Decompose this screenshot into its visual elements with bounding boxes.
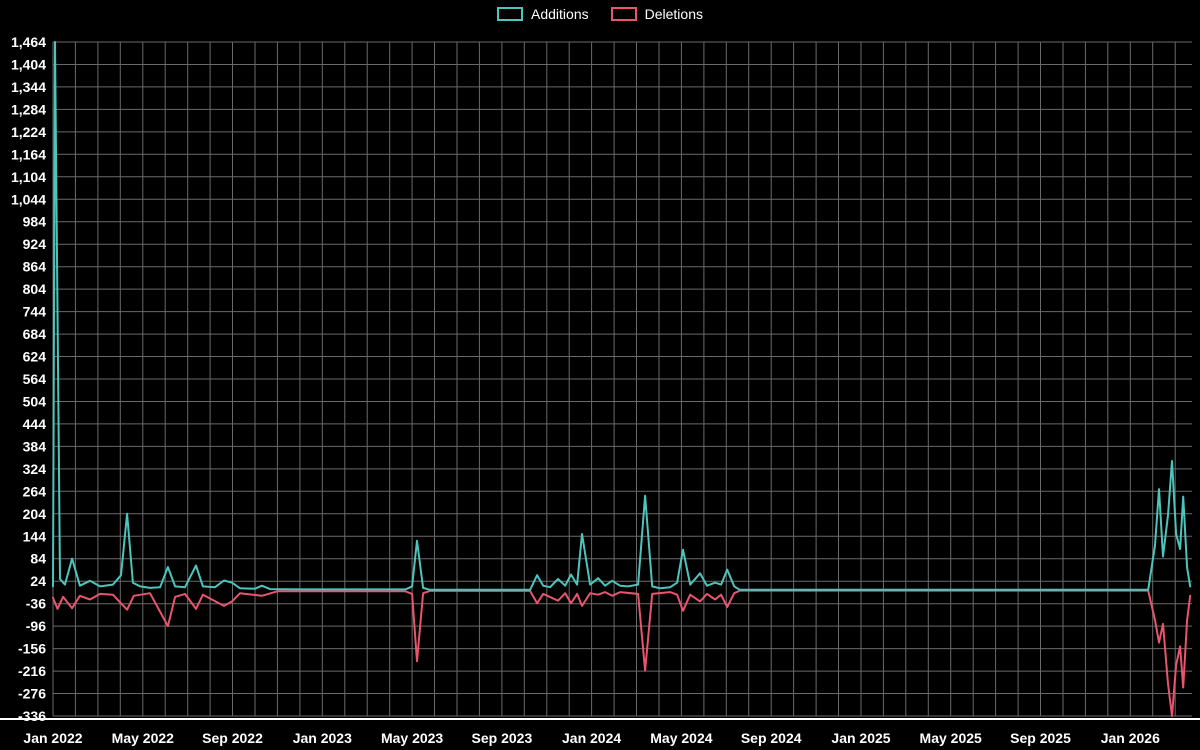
svg-text:264: 264 [23,483,47,499]
svg-text:May 2024: May 2024 [650,730,712,746]
svg-text:1,404: 1,404 [11,57,46,73]
svg-text:May 2023: May 2023 [381,730,443,746]
svg-text:-36: -36 [26,596,46,612]
svg-text:Sep 2025: Sep 2025 [1010,730,1071,746]
svg-text:24: 24 [30,573,46,589]
svg-text:84: 84 [30,551,46,567]
svg-text:924: 924 [23,236,47,252]
svg-text:204: 204 [23,506,47,522]
svg-text:Sep 2024: Sep 2024 [741,730,802,746]
svg-text:624: 624 [23,349,47,365]
svg-text:-156: -156 [18,641,46,657]
svg-text:-336: -336 [18,708,46,724]
svg-text:504: 504 [23,394,47,410]
svg-text:Jan 2024: Jan 2024 [562,730,621,746]
svg-text:144: 144 [23,528,47,544]
svg-text:864: 864 [23,259,47,275]
svg-text:744: 744 [23,304,47,320]
svg-text:984: 984 [23,214,47,230]
additions-swatch-icon [497,7,524,21]
svg-text:324: 324 [23,461,47,477]
svg-text:-216: -216 [18,663,46,679]
svg-text:564: 564 [23,371,47,387]
chart-legend: Additions Deletions [0,6,1200,22]
svg-text:1,044: 1,044 [11,191,46,207]
svg-text:Jan 2023: Jan 2023 [293,730,352,746]
svg-text:Jan 2022: Jan 2022 [23,730,82,746]
svg-text:684: 684 [23,326,47,342]
svg-text:-96: -96 [26,618,46,634]
svg-text:Sep 2022: Sep 2022 [202,730,263,746]
svg-text:May 2022: May 2022 [112,730,174,746]
deletions-swatch-icon [610,7,637,21]
svg-text:Sep 2023: Sep 2023 [472,730,533,746]
svg-text:1,164: 1,164 [11,146,46,162]
svg-text:Jan 2025: Jan 2025 [831,730,890,746]
legend-item-deletions[interactable]: Deletions [610,6,703,22]
svg-text:1,344: 1,344 [11,79,46,95]
svg-text:May 2025: May 2025 [920,730,982,746]
legend-item-additions[interactable]: Additions [497,6,589,22]
svg-text:444: 444 [23,416,47,432]
svg-text:384: 384 [23,438,47,454]
legend-label-additions: Additions [531,6,589,22]
svg-text:Jan 2026: Jan 2026 [1101,730,1160,746]
svg-text:804: 804 [23,281,47,297]
svg-text:1,464: 1,464 [11,34,46,50]
svg-text:1,104: 1,104 [11,169,46,185]
legend-label-deletions: Deletions [644,6,703,22]
svg-text:1,224: 1,224 [11,124,46,140]
svg-text:-276: -276 [18,686,46,702]
svg-text:1,284: 1,284 [11,101,46,117]
